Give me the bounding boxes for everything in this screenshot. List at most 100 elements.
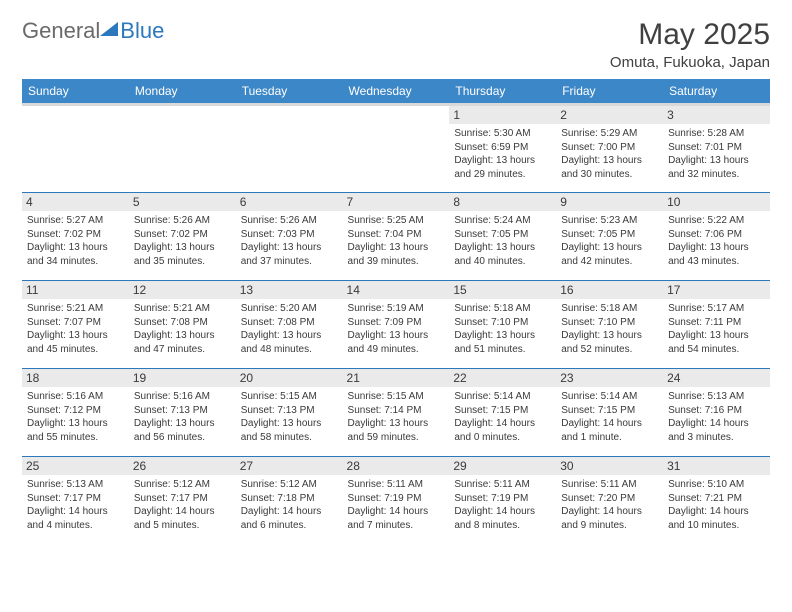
day-number: 3 <box>663 106 770 124</box>
sunset-text: Sunset: 7:16 PM <box>668 404 765 418</box>
sunset-text: Sunset: 6:59 PM <box>454 141 551 155</box>
sunrise-text: Sunrise: 5:14 AM <box>454 390 551 404</box>
day-info: Sunrise: 5:21 AMSunset: 7:07 PMDaylight:… <box>27 302 124 356</box>
calendar-week: 4Sunrise: 5:27 AMSunset: 7:02 PMDaylight… <box>22 193 770 281</box>
day-number: 11 <box>22 281 129 299</box>
day-number: 28 <box>343 457 450 475</box>
sunrise-text: Sunrise: 5:15 AM <box>348 390 445 404</box>
day-info: Sunrise: 5:21 AMSunset: 7:08 PMDaylight:… <box>134 302 231 356</box>
sunset-text: Sunset: 7:19 PM <box>454 492 551 506</box>
calendar-cell: 17Sunrise: 5:17 AMSunset: 7:11 PMDayligh… <box>663 281 770 369</box>
calendar-cell: 2Sunrise: 5:29 AMSunset: 7:00 PMDaylight… <box>556 105 663 193</box>
page-header: General Blue May 2025 Omuta, Fukuoka, Ja… <box>22 18 770 71</box>
day-info: Sunrise: 5:26 AMSunset: 7:03 PMDaylight:… <box>241 214 338 268</box>
calendar-cell: 20Sunrise: 5:15 AMSunset: 7:13 PMDayligh… <box>236 369 343 457</box>
daylight-text: Daylight: 13 hours and 30 minutes. <box>561 154 658 181</box>
day-header: Wednesday <box>343 79 450 105</box>
daylight-text: Daylight: 14 hours and 5 minutes. <box>134 505 231 532</box>
sunset-text: Sunset: 7:08 PM <box>241 316 338 330</box>
daylight-text: Daylight: 14 hours and 6 minutes. <box>241 505 338 532</box>
day-number: 29 <box>449 457 556 475</box>
day-info: Sunrise: 5:12 AMSunset: 7:18 PMDaylight:… <box>241 478 338 532</box>
calendar-cell: 16Sunrise: 5:18 AMSunset: 7:10 PMDayligh… <box>556 281 663 369</box>
brand-logo: General Blue <box>22 18 164 44</box>
triangle-icon <box>100 22 118 36</box>
daylight-text: Daylight: 14 hours and 8 minutes. <box>454 505 551 532</box>
day-header: Friday <box>556 79 663 105</box>
daylight-text: Daylight: 14 hours and 1 minute. <box>561 417 658 444</box>
day-number: 19 <box>129 369 236 387</box>
day-info: Sunrise: 5:30 AMSunset: 6:59 PMDaylight:… <box>454 127 551 181</box>
daylight-text: Daylight: 13 hours and 49 minutes. <box>348 329 445 356</box>
daylight-text: Daylight: 13 hours and 54 minutes. <box>668 329 765 356</box>
calendar-cell: 9 Sunrise: 5:23 AMSunset: 7:05 PMDaylight… <box>556 193 663 281</box>
day-info: Sunrise: 5:11 AMSunset: 7:20 PMDaylight:… <box>561 478 658 532</box>
sunrise-text: Sunrise: 5:11 AM <box>454 478 551 492</box>
calendar-cell: 7Sunrise: 5:25 AMSunset: 7:04 PMDaylight… <box>343 193 450 281</box>
daylight-text: Daylight: 13 hours and 47 minutes. <box>134 329 231 356</box>
day-info: Sunrise: 5:20 AMSunset: 7:08 PMDaylight:… <box>241 302 338 356</box>
day-number: 14 <box>343 281 450 299</box>
sunset-text: Sunset: 7:01 PM <box>668 141 765 155</box>
day-info: Sunrise: 5:19 AMSunset: 7:09 PMDaylight:… <box>348 302 445 356</box>
daylight-text: Daylight: 13 hours and 29 minutes. <box>454 154 551 181</box>
day-info: Sunrise: 5:13 AMSunset: 7:16 PMDaylight:… <box>668 390 765 444</box>
day-number: 10 <box>663 193 770 211</box>
sunset-text: Sunset: 7:08 PM <box>134 316 231 330</box>
calendar-week: 18Sunrise: 5:16 AMSunset: 7:12 PMDayligh… <box>22 369 770 457</box>
daylight-text: Daylight: 13 hours and 43 minutes. <box>668 241 765 268</box>
sunset-text: Sunset: 7:19 PM <box>348 492 445 506</box>
calendar-cell: 14 Sunrise: 5:19 AMSunset: 7:09 PMDayligh… <box>343 281 450 369</box>
calendar-table: SundayMondayTuesdayWednesdayThursdayFrid… <box>22 79 770 545</box>
calendar-cell: 5Sunrise: 5:26 AMSunset: 7:02 PMDaylight… <box>129 193 236 281</box>
calendar-cell: 18Sunrise: 5:16 AMSunset: 7:12 PMDayligh… <box>22 369 129 457</box>
daylight-text: Daylight: 14 hours and 3 minutes. <box>668 417 765 444</box>
sunrise-text: Sunrise: 5:22 AM <box>668 214 765 228</box>
sunset-text: Sunset: 7:18 PM <box>241 492 338 506</box>
calendar-cell: 4Sunrise: 5:27 AMSunset: 7:02 PMDaylight… <box>22 193 129 281</box>
calendar-cell: 27Sunrise: 5:12 AMSunset: 7:18 PMDayligh… <box>236 457 343 545</box>
sunrise-text: Sunrise: 5:14 AM <box>561 390 658 404</box>
day-info: Sunrise: 5:24 AMSunset: 7:05 PMDaylight:… <box>454 214 551 268</box>
daylight-text: Daylight: 14 hours and 9 minutes. <box>561 505 658 532</box>
day-info: Sunrise: 5:13 AMSunset: 7:17 PMDaylight:… <box>27 478 124 532</box>
day-number: 15 <box>449 281 556 299</box>
calendar-cell: 26Sunrise: 5:12 AMSunset: 7:17 PMDayligh… <box>129 457 236 545</box>
day-header: Monday <box>129 79 236 105</box>
daylight-text: Daylight: 13 hours and 37 minutes. <box>241 241 338 268</box>
day-header: Saturday <box>663 79 770 105</box>
calendar-cell: 29 Sunrise: 5:11 AMSunset: 7:19 PMDayligh… <box>449 457 556 545</box>
calendar-cell: 25Sunrise: 5:13 AMSunset: 7:17 PMDayligh… <box>22 457 129 545</box>
daylight-text: Daylight: 13 hours and 39 minutes. <box>348 241 445 268</box>
sunrise-text: Sunrise: 5:18 AM <box>454 302 551 316</box>
sunset-text: Sunset: 7:00 PM <box>561 141 658 155</box>
calendar-cell: 21Sunrise: 5:15 AMSunset: 7:14 PMDayligh… <box>343 369 450 457</box>
calendar-cell: 3Sunrise: 5:28 AMSunset: 7:01 PMDaylight… <box>663 105 770 193</box>
calendar-cell: 13Sunrise: 5:20 AMSunset: 7:08 PMDayligh… <box>236 281 343 369</box>
day-header: Thursday <box>449 79 556 105</box>
day-info: Sunrise: 5:17 AMSunset: 7:11 PMDaylight:… <box>668 302 765 356</box>
sunset-text: Sunset: 7:06 PM <box>668 228 765 242</box>
daylight-text: Daylight: 13 hours and 45 minutes. <box>27 329 124 356</box>
day-number: 9 <box>556 193 663 211</box>
sunset-text: Sunset: 7:21 PM <box>668 492 765 506</box>
day-number: 16 <box>556 281 663 299</box>
daylight-text: Daylight: 13 hours and 51 minutes. <box>454 329 551 356</box>
sunrise-text: Sunrise: 5:25 AM <box>348 214 445 228</box>
day-info: Sunrise: 5:16 AMSunset: 7:13 PMDaylight:… <box>134 390 231 444</box>
day-info: Sunrise: 5:23 AMSunset: 7:05 PMDaylight:… <box>561 214 658 268</box>
calendar-cell: 28Sunrise: 5:11 AMSunset: 7:19 PMDayligh… <box>343 457 450 545</box>
sunrise-text: Sunrise: 5:13 AM <box>668 390 765 404</box>
day-number: 2 <box>556 106 663 124</box>
daylight-text: Daylight: 13 hours and 42 minutes. <box>561 241 658 268</box>
sunset-text: Sunset: 7:20 PM <box>561 492 658 506</box>
sunrise-text: Sunrise: 5:16 AM <box>134 390 231 404</box>
day-number: 24 <box>663 369 770 387</box>
sunset-text: Sunset: 7:13 PM <box>241 404 338 418</box>
day-info: Sunrise: 5:14 AMSunset: 7:15 PMDaylight:… <box>454 390 551 444</box>
day-info: Sunrise: 5:26 AMSunset: 7:02 PMDaylight:… <box>134 214 231 268</box>
day-info: Sunrise: 5:18 AMSunset: 7:10 PMDaylight:… <box>454 302 551 356</box>
calendar-cell: 22Sunrise: 5:14 AMSunset: 7:15 PMDayligh… <box>449 369 556 457</box>
day-number: 20 <box>236 369 343 387</box>
calendar-cell: 23Sunrise: 5:14 AMSunset: 7:15 PMDayligh… <box>556 369 663 457</box>
